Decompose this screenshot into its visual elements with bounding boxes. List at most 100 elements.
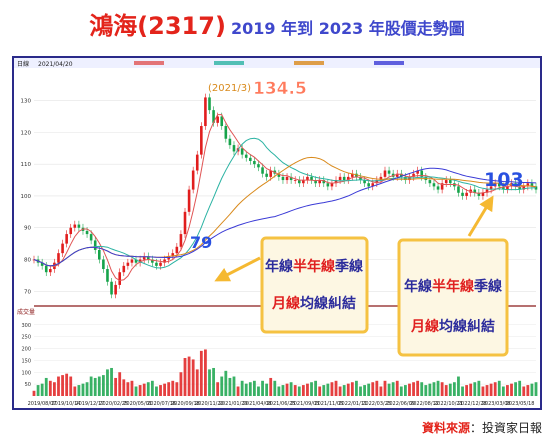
volume-bar	[179, 372, 183, 396]
candle-body	[98, 249, 101, 260]
candle-body	[253, 160, 256, 165]
candle-body	[44, 265, 48, 273]
period-label: 日線	[17, 60, 29, 68]
volume-bar	[167, 382, 171, 396]
volume-bar	[530, 383, 534, 396]
volume-bar	[444, 385, 448, 396]
volume-bar	[473, 382, 477, 396]
stock-chart: 日線 2021/04/20 70 80 90 100 110 120 130 成交量 50 1…	[14, 58, 540, 407]
volume-bar	[346, 383, 350, 396]
candle-body	[249, 157, 252, 161]
ma-line-60	[33, 137, 537, 269]
date-tick-label: 2021/01/29	[219, 401, 248, 407]
candle-body	[187, 189, 191, 212]
candle-body	[489, 186, 493, 190]
date-tick-label: 2020/09/18	[171, 401, 200, 407]
volume-bar	[261, 380, 264, 396]
candle-body	[126, 262, 130, 266]
candle-body	[293, 180, 297, 181]
volume-bar	[150, 380, 154, 396]
volume-bar	[191, 359, 195, 396]
volume-bar	[146, 382, 150, 396]
volume-bar	[77, 385, 81, 396]
volume-bar	[69, 376, 73, 396]
candle-body	[285, 176, 289, 181]
volume-tick-label: 50	[25, 382, 31, 388]
volume-bar	[265, 383, 269, 396]
volume-label: 成交量	[17, 308, 35, 316]
volume-bar	[355, 380, 358, 396]
volume-bar	[163, 383, 167, 396]
date-tick-label: 2021/04/08	[243, 401, 272, 407]
low-price-label: 79	[190, 233, 212, 252]
volume-bar	[244, 383, 248, 396]
volume-tick-label: 200	[21, 347, 31, 353]
volume-bar	[281, 385, 285, 396]
date-tick-label: 2023/03/08	[482, 401, 511, 407]
candle-body	[408, 176, 411, 181]
volume-bar	[89, 376, 93, 396]
candle-body	[420, 170, 424, 177]
candle-body	[65, 234, 68, 244]
volume-bar	[481, 386, 485, 396]
volume-bar	[159, 385, 162, 396]
volume-bar	[383, 380, 387, 396]
callout-left-convergence: 均線糾結	[300, 295, 356, 312]
date-tick-label: 2022/06/09	[386, 401, 415, 407]
volume-bar	[395, 380, 399, 396]
volume-bar	[81, 383, 85, 396]
svg-text:年線半年線季線: 年線半年線季線	[404, 278, 502, 295]
date-tick-label: 2021/11/05	[314, 401, 343, 407]
volume-bar	[452, 382, 456, 396]
legend-swatch-20	[134, 61, 164, 65]
volume-bar	[130, 380, 134, 396]
callout-left-ma-year: 年線	[265, 258, 293, 275]
volume-bar	[440, 382, 444, 396]
candle-body	[428, 180, 432, 184]
volume-bar	[57, 376, 60, 396]
candle-body	[473, 189, 477, 193]
candle-body	[61, 243, 64, 254]
volume-bar	[297, 386, 301, 396]
candle-body	[485, 189, 489, 193]
volume-bar	[420, 382, 424, 396]
volume-bar	[334, 380, 338, 396]
volume-bar	[318, 386, 322, 396]
volume-bar	[142, 383, 146, 396]
price-tick-label: 70	[24, 289, 31, 295]
volume-bar	[212, 367, 215, 396]
volume-bar	[330, 382, 334, 396]
date-tick-label: 2021/06/25	[267, 401, 296, 407]
candle-body	[297, 180, 301, 184]
volume-bar	[65, 373, 69, 396]
candle-body	[318, 180, 321, 184]
source-separator: ：	[469, 421, 482, 435]
candle-body	[244, 154, 248, 158]
candle-body	[440, 183, 444, 190]
candle-body	[155, 262, 158, 266]
callout-right-ma-month: 月線	[410, 318, 439, 335]
candle-body	[522, 186, 526, 190]
candle-body	[93, 240, 97, 250]
volume-tick-label: 250	[21, 335, 31, 341]
moving-average-lines	[33, 114, 537, 282]
volume-bar	[489, 383, 493, 396]
header-date: 2021/04/20	[38, 61, 73, 68]
candle-body	[497, 183, 501, 187]
volume-bar	[310, 382, 313, 396]
candle-body	[326, 183, 330, 187]
candle-body	[465, 192, 468, 196]
date-tick-label: 2020/02/25	[99, 401, 128, 407]
candle-body	[404, 176, 407, 181]
volume-bar	[293, 385, 297, 396]
volume-bar	[448, 383, 452, 396]
candle-body	[477, 192, 481, 196]
volume-bar	[248, 382, 252, 396]
volume-bar	[122, 379, 126, 396]
volume-bar	[257, 386, 260, 396]
price-tick-label: 130	[21, 99, 32, 105]
volume-bar	[36, 385, 40, 396]
volume-bar	[306, 383, 309, 396]
date-tick-label: 2020/05/01	[123, 401, 152, 407]
volume-bar	[53, 382, 56, 396]
